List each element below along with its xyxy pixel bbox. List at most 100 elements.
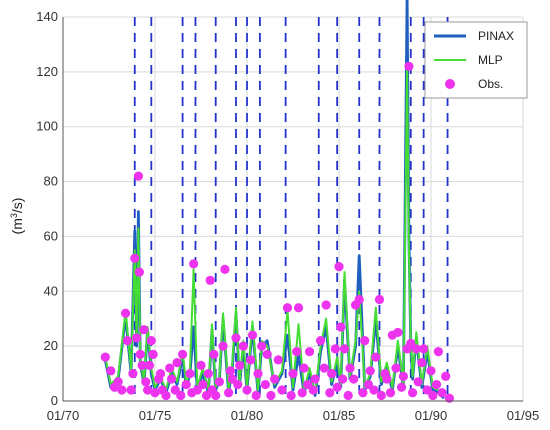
legend-label-obs: Obs.	[478, 77, 503, 91]
obs-point	[343, 390, 353, 401]
obs-point	[411, 344, 421, 354]
obs-point	[428, 390, 438, 401]
series-line-mlp	[104, 65, 445, 397]
obs-point	[189, 259, 199, 269]
obs-point	[354, 294, 364, 305]
obs-point	[339, 344, 350, 354]
obs-point	[148, 349, 158, 359]
obs-point	[321, 300, 331, 310]
obs-point	[120, 308, 131, 318]
y-axis-label: (m3/s)	[9, 198, 25, 235]
obs-point	[218, 341, 228, 351]
obs-point	[365, 366, 375, 376]
obs-point	[334, 262, 344, 272]
obs-point	[132, 333, 142, 343]
obs-point	[150, 388, 160, 398]
obs-point	[137, 360, 147, 370]
obs-point	[135, 349, 145, 359]
obs-point	[374, 294, 385, 305]
obs-point	[205, 275, 215, 285]
obs-point	[211, 390, 221, 401]
obs-point	[336, 322, 346, 332]
obs-point	[277, 385, 287, 395]
y-tick-label: 0	[51, 393, 58, 408]
obs-point	[126, 385, 136, 395]
y-tick-label: 120	[36, 64, 58, 79]
obs-point	[441, 371, 451, 381]
axes	[62, 17, 523, 402]
obs-point	[233, 379, 243, 390]
obs-point	[224, 388, 234, 398]
obs-point	[292, 347, 302, 357]
obs-point	[130, 253, 140, 263]
obs-point	[293, 303, 304, 313]
obs-point	[100, 352, 110, 362]
obs-point	[282, 303, 293, 313]
obs-point	[143, 385, 153, 395]
obs-point	[369, 385, 379, 395]
y-tick-label: 80	[44, 174, 58, 189]
x-tick-label: 01/85	[323, 408, 356, 423]
obs-point	[319, 363, 329, 373]
obs-point	[413, 377, 423, 387]
obs-point	[198, 379, 208, 390]
obs-point	[316, 336, 326, 346]
obs-point	[404, 61, 414, 71]
y-tick-label: 140	[36, 9, 58, 24]
y-tick-label: 100	[36, 119, 58, 134]
obs-point	[155, 368, 166, 379]
y-tick-label: 60	[44, 228, 58, 243]
obs-point	[133, 171, 144, 181]
x-tick-label: 01/70	[47, 408, 80, 423]
x-tick-label: 01/80	[231, 408, 264, 423]
obs-point	[433, 347, 443, 357]
obs-point	[396, 382, 407, 392]
y-axis-label-post: /s)	[9, 198, 25, 214]
obs-point	[238, 341, 248, 351]
obs-point	[185, 368, 195, 379]
obs-point	[113, 377, 123, 387]
obs-point	[253, 368, 263, 379]
obs-point	[134, 267, 144, 277]
obs-point	[376, 390, 386, 401]
obs-point	[176, 390, 186, 401]
obs-point	[262, 349, 272, 359]
obs-point	[242, 385, 252, 395]
obs-point	[128, 368, 138, 379]
obs-point	[325, 388, 335, 398]
observation-markers	[100, 61, 454, 403]
obs-point	[338, 374, 348, 384]
obs-point	[203, 368, 213, 379]
obs-point	[231, 333, 241, 343]
obs-point	[273, 355, 283, 365]
y-tick-labels: 0 20 40 60 80 100 120 140	[36, 9, 58, 408]
obs-point	[165, 363, 175, 373]
obs-point	[144, 360, 155, 370]
obs-point	[360, 336, 370, 346]
obs-point	[141, 377, 151, 387]
obs-point	[146, 336, 156, 346]
obs-point	[178, 349, 188, 359]
obs-point	[385, 388, 396, 398]
legend-label-pinax: PINAX	[478, 29, 514, 43]
obs-point	[408, 388, 418, 398]
obs-point	[122, 336, 132, 346]
obs-point	[382, 374, 392, 384]
obs-point	[358, 388, 368, 398]
obs-point	[260, 379, 270, 390]
obs-point	[286, 390, 296, 401]
obs-point	[257, 341, 267, 351]
obs-point	[247, 330, 258, 340]
obs-point	[327, 368, 337, 379]
obs-point	[214, 377, 224, 387]
x-tick-label: 01/95	[507, 408, 540, 423]
obs-point	[225, 366, 236, 376]
legend: PINAX MLP Obs.	[424, 21, 528, 99]
obs-point	[297, 388, 307, 398]
obs-point	[181, 379, 191, 390]
obs-point	[431, 379, 442, 390]
obs-point	[417, 358, 427, 368]
obs-point	[246, 355, 256, 365]
obs-point	[266, 390, 276, 401]
